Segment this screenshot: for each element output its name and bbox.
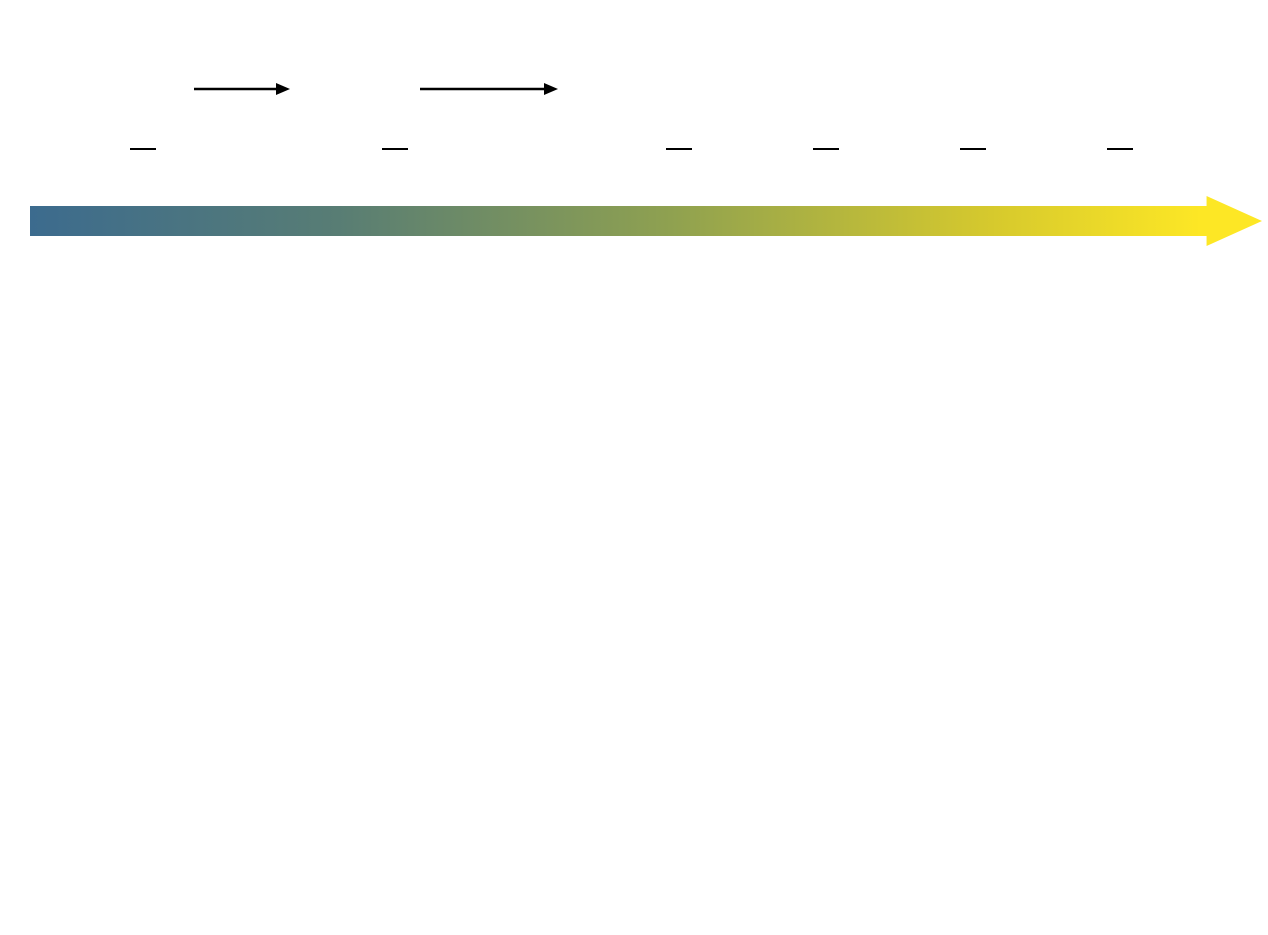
- phase-map-pristine-afe: [42, 8, 162, 154]
- scale-bar-line: [813, 147, 839, 150]
- phase-map-65ta: [1007, 6, 1139, 154]
- right-arrow-icon: [194, 83, 290, 95]
- scale-bar-line: [666, 147, 692, 150]
- rafe-arrows: [112, 752, 168, 894]
- right-arrow-icon: [420, 83, 558, 95]
- scale-bar-line: [1107, 147, 1133, 150]
- scale-bar: [130, 147, 156, 150]
- phase-map-mottled-heavy: [860, 6, 992, 154]
- phase-map-mottled-light: [1007, 6, 1139, 154]
- phase-map-25ta: [713, 6, 845, 154]
- scale-bar: [1107, 147, 1133, 150]
- phase-map-0ta: [566, 6, 698, 154]
- schematic-afe-domain: [170, 752, 227, 894]
- phase-map-li-striped: [284, 8, 414, 154]
- scale-bar: [813, 147, 839, 150]
- scale-bar-line: [960, 147, 986, 150]
- phase-map-45ta: [860, 6, 992, 154]
- scale-bar-line: [382, 147, 408, 150]
- scale-bar: [382, 147, 408, 150]
- scale-bar: [960, 147, 986, 150]
- scale-bar: [666, 147, 692, 150]
- afe-arrows: [170, 752, 227, 894]
- fe-arrows: [53, 752, 110, 894]
- process-banner-arrow: [30, 196, 1262, 246]
- schematic-fe-domain: [53, 752, 110, 894]
- scale-bar-line: [130, 147, 156, 150]
- schematic-rafe-domain: [112, 752, 168, 894]
